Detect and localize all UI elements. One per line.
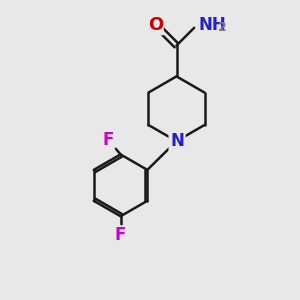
Text: F: F <box>102 131 113 149</box>
Text: O: O <box>148 16 163 34</box>
Text: F: F <box>115 226 126 244</box>
Text: 2: 2 <box>218 21 227 34</box>
Text: NH: NH <box>199 16 226 34</box>
Text: N: N <box>170 132 184 150</box>
